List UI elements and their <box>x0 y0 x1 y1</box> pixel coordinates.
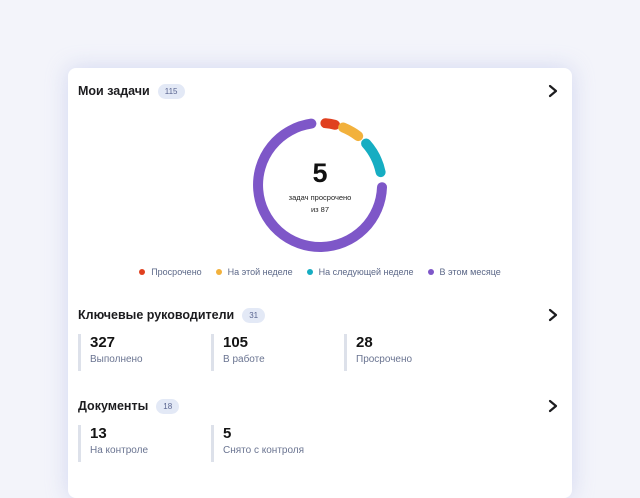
dashboard-card: Мои задачи 115 5 задач просрочено из 87 … <box>68 68 572 498</box>
legend-label: На следующей неделе <box>318 267 414 277</box>
segment-next-week <box>361 138 386 178</box>
managers-header[interactable]: Ключевые руководители 31 <box>78 303 562 327</box>
managers-stats: 327 Выполнено 105 В работе 28 Просрочено <box>78 334 477 371</box>
stat-completed[interactable]: 327 Выполнено <box>78 334 211 371</box>
tasks-header[interactable]: Мои задачи 115 <box>78 79 562 103</box>
legend-label: Просрочено <box>151 267 202 277</box>
legend-dot-icon <box>306 269 313 275</box>
caption-line-1: задач просрочено <box>288 193 352 202</box>
stat-on-control[interactable]: 13 На контроле <box>78 425 211 462</box>
stat-value: 327 <box>90 334 116 351</box>
segment-this-month <box>253 118 387 252</box>
legend-item-overdue: Просрочено <box>139 267 202 277</box>
legend-item-this-week: На этой неделе <box>215 267 293 277</box>
legend-label: В этом месяце <box>439 267 501 277</box>
legend-dot-icon <box>427 269 434 275</box>
tasks-count-badge: 115 <box>157 83 185 99</box>
segment-this-week <box>338 122 364 142</box>
managers-count-badge: 31 <box>242 307 266 323</box>
stat-label: Просрочено <box>356 354 413 365</box>
caption-line-2: из 87 <box>310 205 330 214</box>
managers-title: Ключевые руководители <box>78 308 235 322</box>
segment-overdue <box>320 118 340 130</box>
legend-item-next-week: На следующей неделе <box>306 267 414 277</box>
documents-header[interactable]: Документы 18 <box>78 394 562 418</box>
donut-caption: задач просрочено из 87 <box>250 192 390 216</box>
stat-label: Снято с контроля <box>223 445 305 456</box>
legend-item-this-month: В этом месяце <box>427 267 501 277</box>
stat-label: Выполнено <box>90 354 143 365</box>
documents-stats: 13 На контроле 5 Снято с контроля <box>78 425 344 462</box>
documents-title: Документы <box>78 399 149 413</box>
chevron-right-icon[interactable] <box>546 307 560 323</box>
tasks-donut-chart <box>253 118 387 252</box>
documents-count-badge: 18 <box>156 398 180 414</box>
overdue-count: 5 <box>312 158 328 188</box>
chart-legend: Просрочено На этой неделе На следующей н… <box>68 267 572 277</box>
stat-value: 105 <box>223 334 249 351</box>
legend-label: На этой неделе <box>227 267 293 277</box>
stat-value: 13 <box>90 425 107 442</box>
stat-removed-from-control[interactable]: 5 Снято с контроля <box>211 425 344 462</box>
donut-center: 5 задач просрочено из 87 <box>250 158 390 216</box>
stat-label: На контроле <box>90 445 149 456</box>
stat-in-progress[interactable]: 105 В работе <box>211 334 344 371</box>
legend-dot-icon <box>215 269 222 275</box>
tasks-title: Мои задачи <box>78 84 150 98</box>
stat-overdue[interactable]: 28 Просрочено <box>344 334 477 371</box>
chevron-right-icon[interactable] <box>546 83 560 99</box>
legend-dot-icon <box>139 269 146 275</box>
stat-value: 5 <box>223 425 232 442</box>
chevron-right-icon[interactable] <box>546 398 560 414</box>
stat-value: 28 <box>356 334 373 351</box>
stat-label: В работе <box>223 354 265 365</box>
